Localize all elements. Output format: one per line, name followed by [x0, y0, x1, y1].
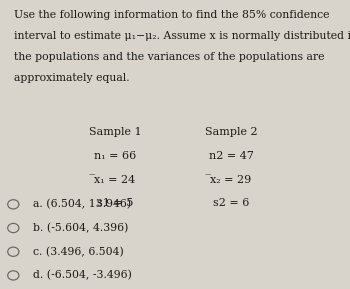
Text: b. (-5.604, 4.396): b. (-5.604, 4.396): [33, 223, 129, 233]
Text: n2 = 47: n2 = 47: [209, 151, 253, 161]
Text: Sample 2: Sample 2: [205, 127, 257, 137]
Text: Use the following information to find the 85% confidence: Use the following information to find th…: [14, 10, 329, 20]
Text: n₁ = 66: n₁ = 66: [94, 151, 136, 161]
Text: Sample 1: Sample 1: [89, 127, 142, 137]
Text: ̅x₂ = 29: ̅x₂ = 29: [210, 175, 252, 185]
Text: approximately equal.: approximately equal.: [14, 73, 130, 83]
Text: ̅x₁ = 24: ̅x₁ = 24: [95, 175, 136, 185]
Text: c. (3.496, 6.504): c. (3.496, 6.504): [33, 247, 124, 257]
Text: a. (6.504, 13.946): a. (6.504, 13.946): [33, 199, 131, 210]
Text: the populations and the variances of the populations are: the populations and the variances of the…: [14, 52, 324, 62]
Text: d. (-6.504, -3.496): d. (-6.504, -3.496): [33, 270, 132, 281]
Text: s2 = 6: s2 = 6: [213, 198, 249, 208]
Text: s1 = 5: s1 = 5: [97, 198, 134, 208]
Text: interval to estimate μ₁−μ₂. Assume x is normally distributed in: interval to estimate μ₁−μ₂. Assume x is …: [14, 31, 350, 41]
